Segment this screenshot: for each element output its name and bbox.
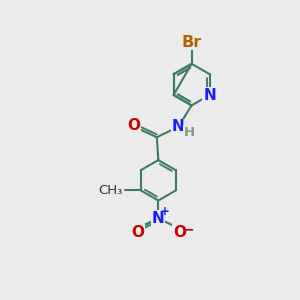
Text: N: N: [171, 119, 184, 134]
Text: −: −: [182, 223, 194, 237]
Text: N: N: [152, 211, 165, 226]
Text: CH₃: CH₃: [99, 184, 123, 197]
Text: H: H: [184, 126, 195, 139]
Text: O: O: [173, 224, 186, 239]
Text: O: O: [131, 224, 144, 239]
Text: +: +: [160, 205, 170, 218]
Text: O: O: [127, 118, 140, 134]
Text: N: N: [203, 88, 216, 103]
Text: Br: Br: [182, 34, 202, 50]
